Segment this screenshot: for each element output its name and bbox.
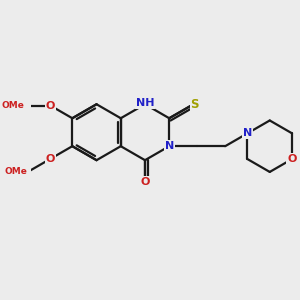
Text: O: O — [46, 100, 55, 111]
Text: S: S — [190, 98, 199, 111]
Text: O: O — [287, 154, 297, 164]
Text: N: N — [243, 128, 252, 138]
Text: OMe: OMe — [1, 101, 24, 110]
Text: OMe: OMe — [4, 167, 27, 176]
Text: O: O — [46, 154, 55, 164]
Text: O: O — [140, 177, 150, 187]
Text: NH: NH — [136, 98, 154, 108]
Text: N: N — [165, 141, 174, 151]
